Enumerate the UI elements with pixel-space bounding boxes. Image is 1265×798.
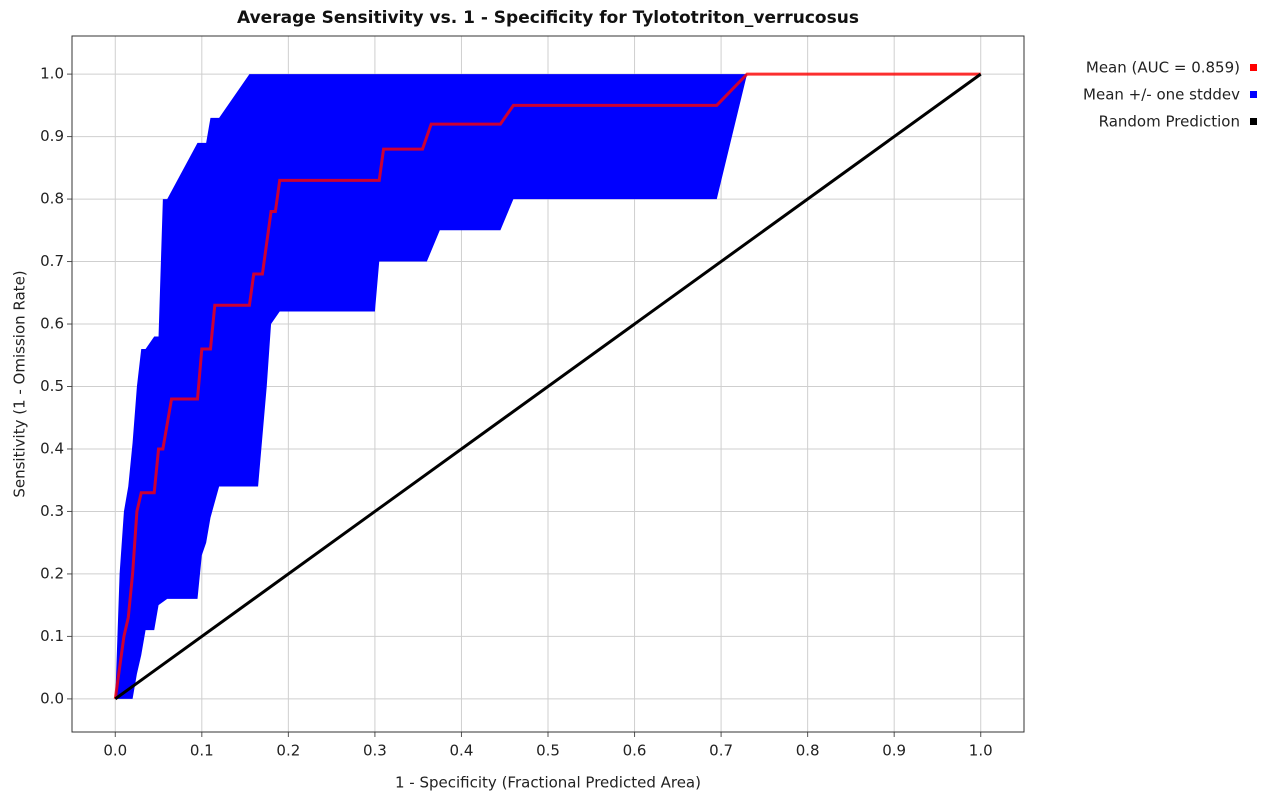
stddev-band — [115, 74, 981, 699]
roc-line — [114, 72, 982, 701]
legend-swatch — [1250, 91, 1257, 98]
x-tick-label: 0.1 — [190, 742, 214, 760]
y-tick-label: 0.1 — [40, 627, 64, 645]
chart-title: Average Sensitivity vs. 1 - Specificity … — [237, 8, 859, 28]
x-tick-label: 0.5 — [536, 742, 560, 760]
x-tick-label: 0.7 — [709, 742, 733, 760]
legend-label: Mean (AUC = 0.859) — [1086, 59, 1240, 77]
y-tick-label: 0.2 — [40, 564, 64, 582]
x-tick-label: 0.9 — [882, 742, 906, 760]
x-tick-label: 0.4 — [450, 742, 474, 760]
legend-swatch — [1250, 64, 1257, 71]
y-tick-label: 0.3 — [40, 502, 64, 520]
legend-label: Mean +/- one stddev — [1083, 86, 1240, 104]
y-tick-label: 0.7 — [40, 252, 64, 270]
x-tick-label: 0.2 — [276, 742, 300, 760]
plot-frame — [71, 35, 1025, 733]
roc-line — [113, 72, 981, 700]
x-tick-label: 1.0 — [969, 742, 993, 760]
y-tick-label: 0.0 — [40, 689, 64, 707]
x-tick-label: 0.6 — [623, 742, 647, 760]
y-tick-label: 0.6 — [40, 315, 64, 333]
x-tick-label: 0.3 — [363, 742, 387, 760]
y-tick-label: 0.9 — [40, 127, 64, 145]
y-axis-label: Sensitivity (1 - Omission Rate) — [11, 270, 29, 497]
y-tick-label: 1.0 — [40, 65, 64, 83]
x-tick-label: 0.0 — [103, 742, 127, 760]
x-axis-label: 1 - Specificity (Fractional Predicted Ar… — [395, 774, 701, 792]
y-tick-label: 0.8 — [40, 190, 64, 208]
legend-label: Random Prediction — [1099, 113, 1240, 131]
x-tick-label: 0.8 — [796, 742, 820, 760]
legend-swatch — [1250, 118, 1257, 125]
y-tick-label: 0.5 — [40, 377, 64, 395]
y-tick-label: 0.4 — [40, 439, 64, 457]
